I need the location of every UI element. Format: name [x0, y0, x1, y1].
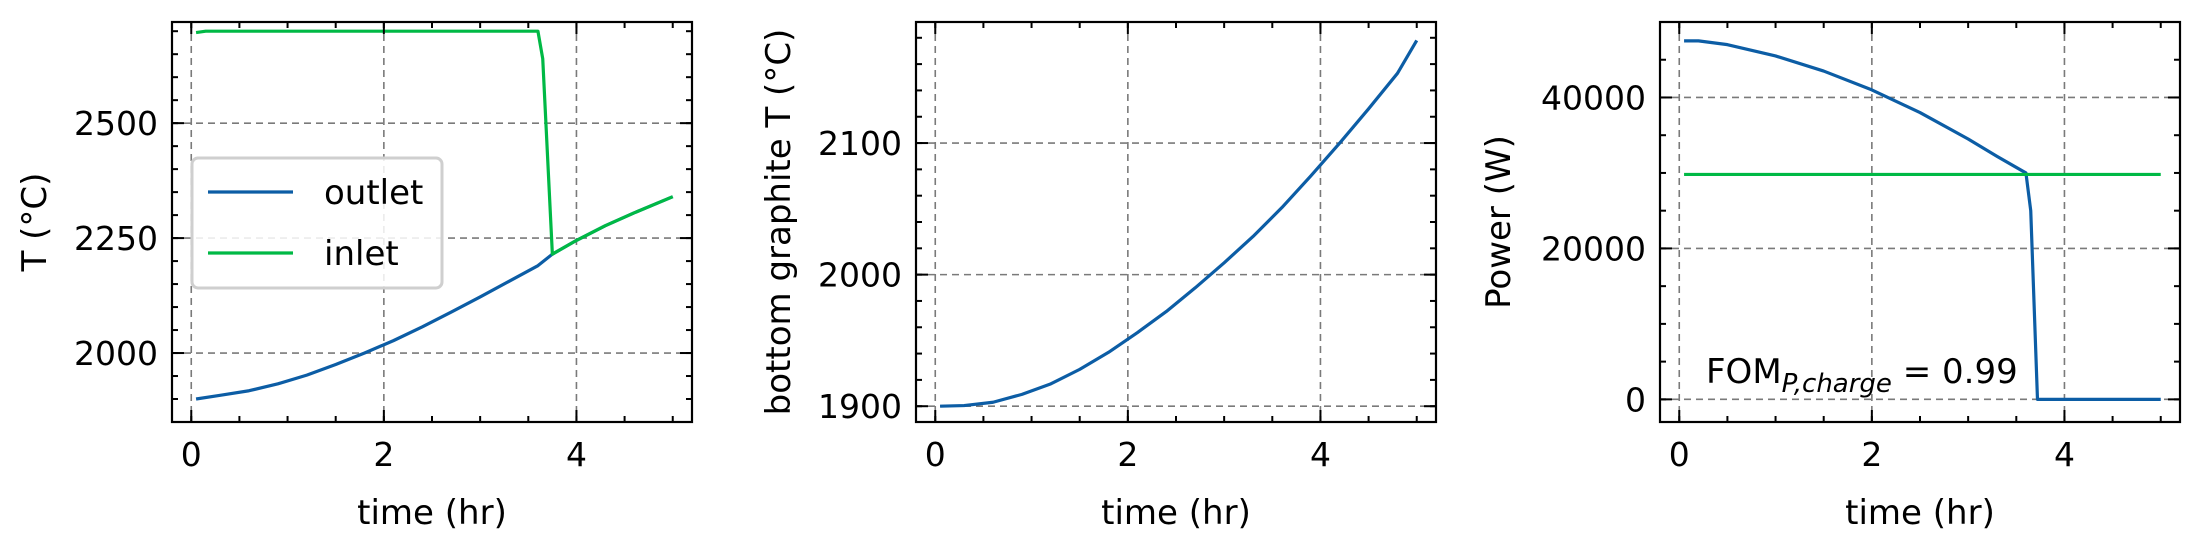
- x-axis-label: time (hr): [1845, 493, 1995, 533]
- x-tick-label: 0: [181, 435, 202, 474]
- y-tick-label: 2000: [74, 334, 158, 373]
- x-tick-label: 2: [1117, 435, 1138, 474]
- y-tick-label: 2100: [818, 124, 902, 163]
- plot-frame: [914, 20, 1438, 424]
- y-tick-label: 40000: [1541, 78, 1646, 117]
- x-axis-label: time (hr): [1101, 493, 1251, 533]
- x-tick-label: 0: [1669, 435, 1690, 474]
- y-axis-label: Power (W): [1479, 135, 1519, 309]
- series-line-1: [1684, 39, 2161, 401]
- x-tick-label: 4: [2054, 435, 2075, 474]
- y-axis-label: bottom graphite T (°C): [759, 29, 799, 416]
- y-tick-label: 2000: [818, 256, 902, 295]
- y-tick-label: 2500: [74, 104, 158, 143]
- x-tick-label: 4: [1310, 435, 1331, 474]
- y-axis-label: T (°C): [15, 173, 55, 273]
- y-tick-label: 0: [1625, 380, 1646, 419]
- chart-panel-1: 0 2 4 2000 2250 2500 time (hr) T (°C) outlet inle…: [15, 20, 694, 533]
- series-line-inlet: [195, 29, 674, 256]
- chart-panel-2: 0 2 4 1900 2000 2100 time (hr) bottom graphite …: [759, 20, 1438, 533]
- x-axis-label: time (hr): [357, 493, 507, 533]
- legend-label-outlet: outlet: [324, 173, 423, 213]
- x-tick-label: 4: [566, 435, 587, 474]
- legend: outlet inlet: [190, 156, 444, 290]
- chart-panel-3: 0 2 4 0 20000 40000 time (hr) Power (W) FOMP,cha…: [1479, 20, 2182, 533]
- legend-label-inlet: inlet: [324, 234, 399, 274]
- x-tick-label: 2: [1861, 435, 1882, 474]
- y-tick-label: 20000: [1541, 229, 1646, 268]
- x-tick-label: 0: [925, 435, 946, 474]
- y-tick-label: 2250: [74, 219, 158, 258]
- x-tick-label: 2: [373, 435, 394, 474]
- fom-annotation: FOMP,charge = 0.99: [1706, 352, 2018, 399]
- y-tick-label: 1900: [818, 387, 902, 426]
- series-line-1: [940, 39, 1419, 408]
